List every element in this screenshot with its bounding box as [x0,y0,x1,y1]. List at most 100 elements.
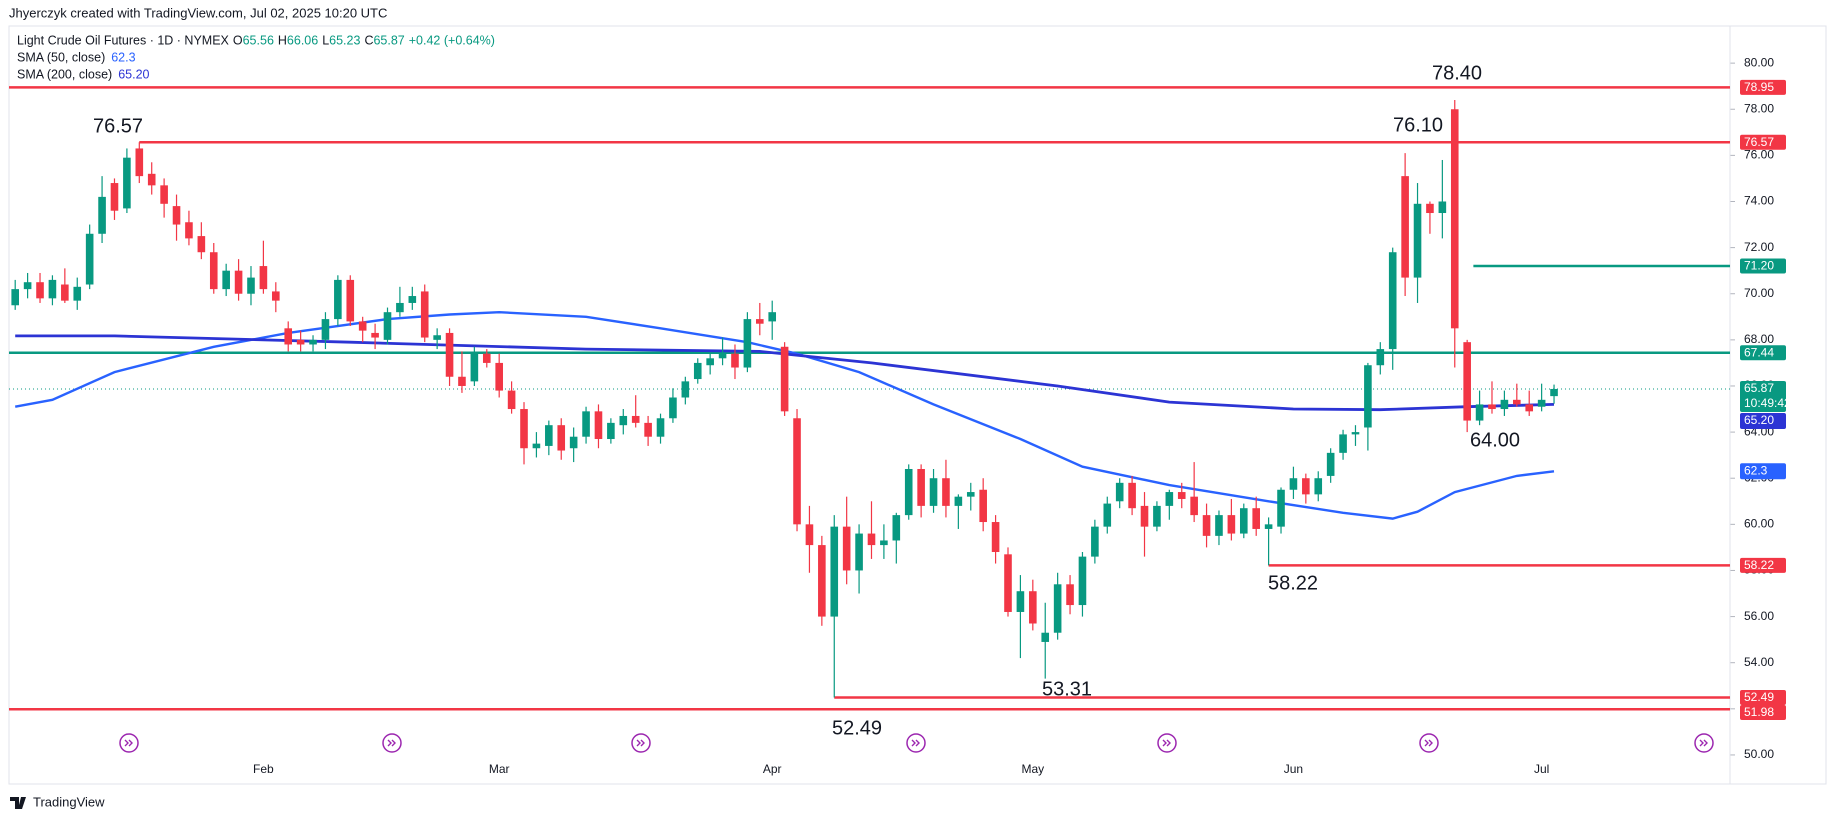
chart-frame [8,25,1827,785]
candle-body [569,436,578,449]
candle-body [396,302,404,313]
candle-body [966,492,975,497]
sma-box-label: 65.20 [1744,413,1774,427]
event-icon [119,733,139,753]
candle-body [780,346,789,412]
candle-body [172,206,181,225]
footer-logo: TradingView [10,794,105,809]
candle-body [1525,404,1534,412]
candle-body [234,270,243,294]
candle-body [1277,489,1285,527]
x-tick-label: Jun [1284,762,1303,776]
candle-body [1078,556,1087,606]
y-tick-label: 70.00 [1744,286,1774,300]
candle-body [631,415,640,423]
event-icon-arrow [911,739,920,747]
candle-body [1513,399,1521,405]
candle-body [954,496,963,506]
candle-body [85,233,94,285]
candle-body [48,279,57,299]
candle-body [110,183,119,211]
annotation: 52.49 [832,717,882,739]
level-box [1740,258,1786,274]
candle-body [1115,482,1124,502]
plot: 50.0052.0054.0056.0058.0060.0062.0064.00… [9,26,1791,784]
event-icon [382,733,402,753]
candle-body [123,157,131,209]
candle-body [818,545,826,617]
candle-body [1438,201,1447,214]
ohlc-value: 66.06 [287,33,318,47]
candle-body [1264,524,1273,529]
candle-body [222,270,230,290]
candle-body [1500,399,1509,410]
candle-body [1413,203,1422,278]
candle-body [11,289,19,306]
candle-body [383,312,392,340]
annotation: 76.10 [1393,114,1443,136]
candle-body [160,185,168,204]
ohlc-value: 65.23 [329,33,360,47]
candle-body [1463,342,1471,421]
candle-body [1103,503,1112,527]
candle-body [1488,404,1496,410]
candle-body [880,540,888,546]
sma-box [1740,412,1786,429]
event-icon-arrow [636,739,645,747]
candle-body [1401,176,1409,278]
ohlc-key: H [278,33,287,47]
legend: Light Crude Oil Futures · 1D · NYMEX O 65… [17,33,495,81]
x-tick-label: Apr [763,762,782,776]
candle-body [1475,404,1484,421]
candle-body [1128,482,1136,509]
candle-body [743,319,752,368]
level-box [1740,690,1786,706]
candle-body [23,282,32,290]
level-box [1740,705,1786,721]
candle-body [669,397,677,419]
candle-body [557,425,566,451]
event-icon-arrow [387,739,396,747]
candle-body [1364,365,1372,428]
candle-body [1289,478,1298,490]
candle-body [1550,388,1558,397]
candle-body [272,291,280,301]
candle-body [371,332,379,338]
legend-value: 62.3 [111,50,135,64]
candle-body [433,335,441,340]
x-tick-label: May [1021,762,1044,776]
x-tick-label: Mar [489,762,510,776]
candle-body [681,381,690,398]
candle-body [656,418,665,437]
level-box [1740,134,1786,150]
legend-value: 65.20 [118,67,149,81]
candle-body [1314,478,1323,495]
legend-entry: SMA (50, close) [17,50,105,64]
candle-body [991,522,1000,553]
candle-body [61,284,69,301]
annotation: 64.00 [1470,429,1520,451]
candle-body [259,266,268,290]
level-box-label: 71.20 [1744,259,1774,273]
candle-body [731,353,739,368]
candle-body [247,277,255,294]
level-box-label: 52.49 [1744,690,1774,704]
candle-body [520,409,528,449]
candle-body [1339,434,1347,453]
y-tick-label: 50.00 [1744,747,1774,761]
event-icon [1419,733,1439,753]
candle-body [482,353,491,363]
level-box-label: 58.22 [1744,558,1774,572]
candle-body [917,468,925,506]
annotation: 53.31 [1042,678,1092,700]
change: +0.42 (+0.64%) [409,33,495,47]
candle-body [532,443,541,449]
level-box [1740,557,1786,573]
x-tick-label: Jul [1534,762,1549,776]
candle-body [73,286,82,301]
candle-body [1376,349,1385,366]
candle-body [1351,432,1360,435]
candle-body [718,353,727,359]
event-icon [906,733,926,753]
